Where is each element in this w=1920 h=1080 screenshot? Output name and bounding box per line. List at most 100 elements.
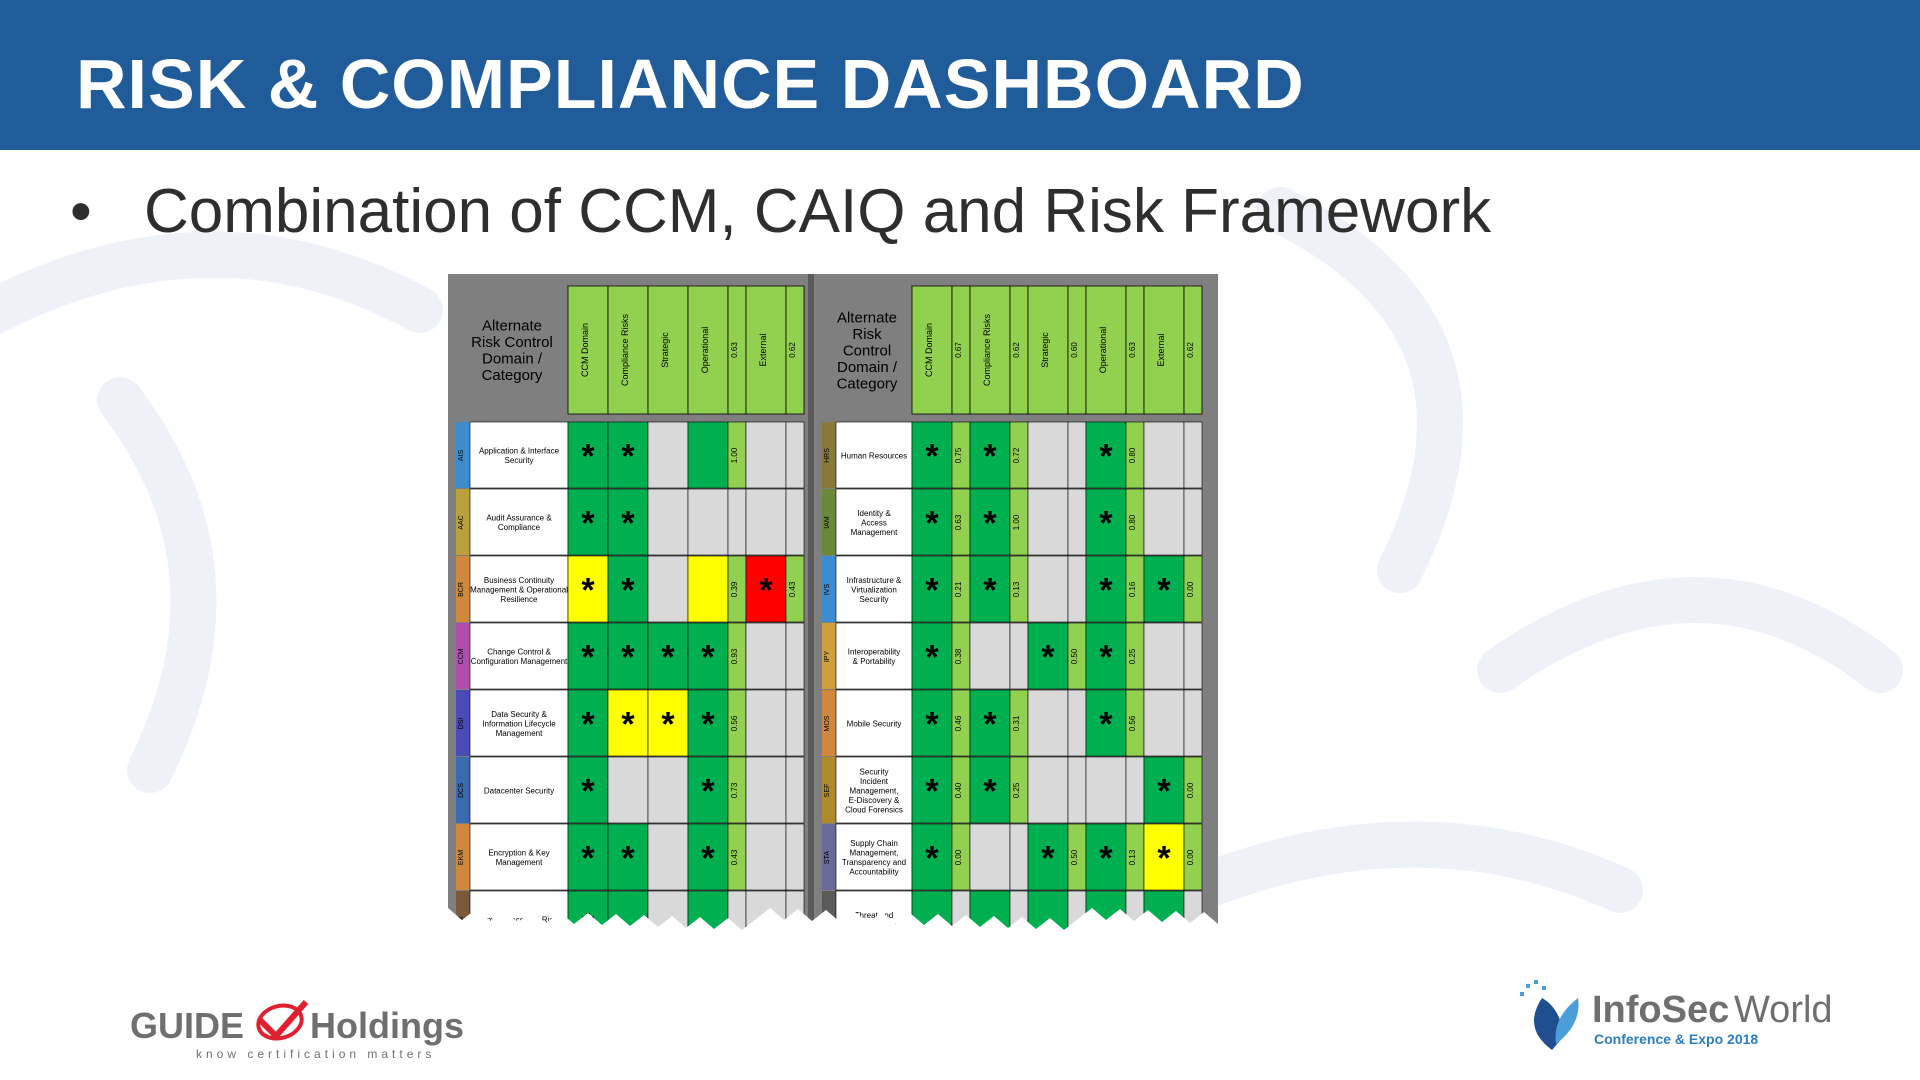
domain-code: IVS [824,584,831,596]
score-value: 0.73 [730,782,739,798]
risk-cell [647,555,689,623]
risk-cell [607,756,649,824]
score-cell [785,622,805,690]
domain-code-tag [456,623,470,689]
risk-cell [745,823,787,891]
domain-code: EKM [458,850,465,865]
risk-cell [607,622,649,690]
domain-code: AAC [458,515,465,529]
domain-code: DSI [458,718,465,730]
risk-cell [1143,756,1185,824]
risk-cell [1085,689,1127,757]
infosecworld-icon [1520,980,1579,1050]
score-value: 0.13 [1128,849,1137,865]
risk-cell [607,555,649,623]
domain-name: Security [860,595,889,604]
domain-code: CCM [458,648,465,664]
matrix-header-label: Domain / [837,359,898,376]
score-cell [1067,488,1087,556]
risk-cell [687,823,729,891]
column-header [1085,285,1127,415]
score-cell [785,488,805,556]
domain-name: Management, [850,849,899,858]
risk-asterisk: * [701,706,715,744]
column-header [607,285,649,415]
domain-code-tag [456,556,470,622]
column-header-score-value: 0.62 [1186,342,1195,358]
risk-cell [647,823,689,891]
domain-code: MOS [824,715,831,731]
score-cell [1183,689,1203,757]
score-value: 0.80 [1128,514,1137,530]
matrix-header-label: Category [482,367,543,384]
domain-name: Change Control & [487,648,551,657]
risk-cell [687,421,729,489]
risk-cell [647,421,689,489]
domain-name: Data Security & [491,710,547,719]
domain-name-cell [469,756,569,824]
score-value: 0.00 [1186,581,1195,597]
risk-cell [1027,622,1069,690]
score-value: 0.39 [730,581,739,597]
risk-asterisk: * [581,438,595,476]
risk-asterisk: * [1099,840,1113,878]
risk-cell [1085,823,1127,891]
matrix-header-label: Domain / [482,351,543,368]
domain-code: SEF [824,784,831,798]
risk-asterisk: * [983,706,997,744]
domain-name: Security [505,456,534,465]
risk-asterisk: * [983,438,997,476]
risk-asterisk: * [1099,706,1113,744]
score-value: 0.56 [730,715,739,731]
score-cell [1125,756,1145,824]
score-value: 0.40 [954,782,963,798]
score-cell [1183,555,1203,623]
score-value: 0.16 [1128,581,1137,597]
risk-asterisk: * [621,572,635,610]
score-cell [785,421,805,489]
risk-cell [687,756,729,824]
domain-name-cell [469,823,569,891]
score-value: 0.43 [730,849,739,865]
domain-name: Access [861,518,887,527]
risk-cell [567,823,609,891]
risk-asterisk: * [701,639,715,677]
risk-cell [1027,488,1069,556]
column-header-label: CCM Domain [924,323,934,377]
risk-cell [1027,823,1069,891]
risk-cell [1143,689,1185,757]
column-header-score [1183,285,1203,415]
risk-asterisk: * [1041,639,1055,677]
risk-asterisk: * [925,639,939,677]
score-cell [785,756,805,824]
guide-holdings-logo: GUIDE Holdings know certification matter… [130,1000,464,1061]
risk-asterisk: * [1099,639,1113,677]
risk-asterisk: * [621,706,635,744]
domain-name: Mobile Security [847,719,902,728]
column-header-label: CCM Domain [580,323,590,377]
domain-code-tag [822,757,836,823]
risk-cell [687,488,729,556]
domain-code-tag [822,824,836,890]
risk-asterisk: * [983,572,997,610]
risk-cell [567,421,609,489]
risk-cell [1085,488,1127,556]
column-header [911,285,953,415]
column-header-label: Compliance Risks [620,313,630,386]
score-value: 1.00 [1012,514,1021,530]
risk-cell [745,555,787,623]
score-value: 0.63 [954,514,963,530]
risk-asterisk: * [701,840,715,878]
score-value: 0.93 [730,648,739,664]
matrix-header-label: Alternate [482,318,542,335]
bullet-point: • Combination of CCM, CAIQ and Risk Frame… [70,176,1491,247]
risk-cell [1085,622,1127,690]
risk-asterisk: * [1099,505,1113,543]
risk-asterisk: * [621,840,635,878]
risk-asterisk: * [925,572,939,610]
domain-code-tag [456,422,470,488]
risk-cell [969,555,1011,623]
score-value: 0.75 [954,447,963,463]
domain-name: Management, [850,786,899,795]
